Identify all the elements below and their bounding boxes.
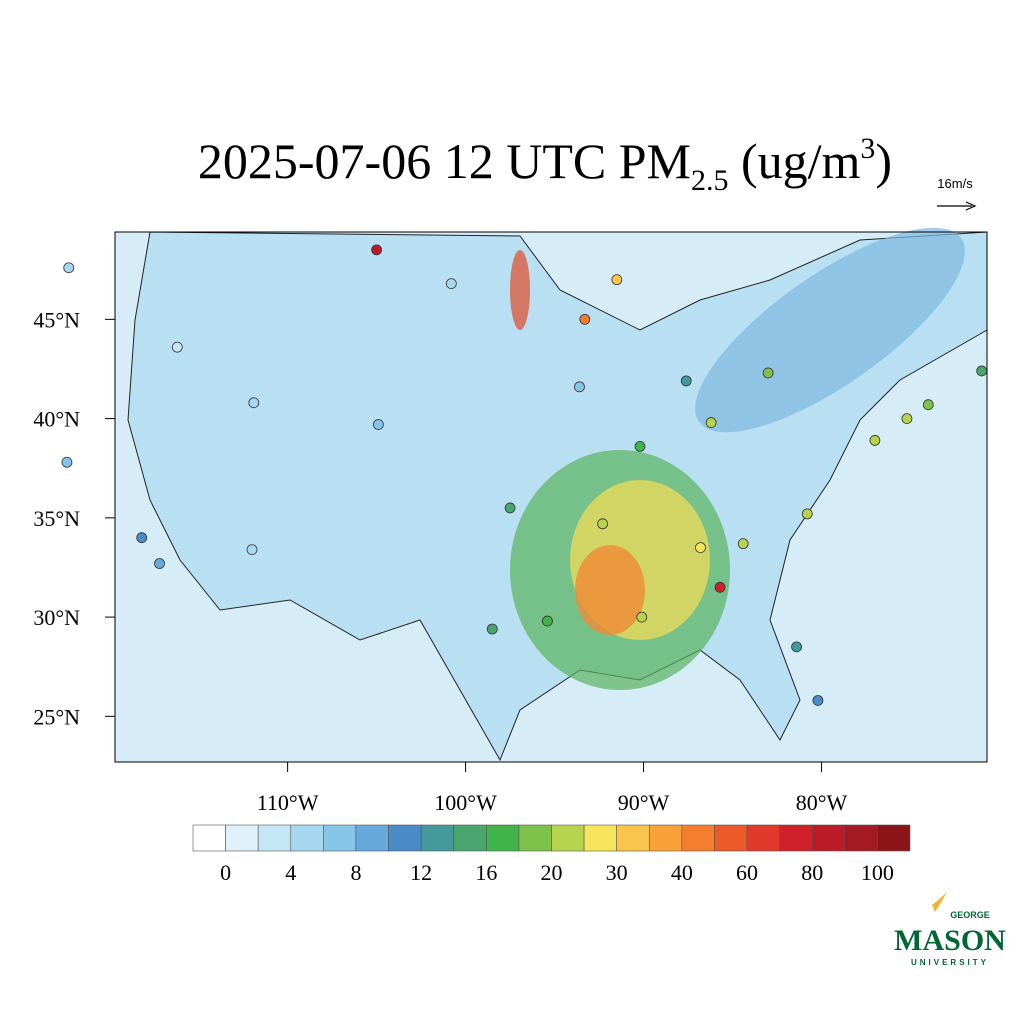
colorbar-box (290, 824, 324, 852)
colorbar-box (486, 824, 520, 852)
station (504, 502, 516, 514)
logo-top: GEORGE (950, 910, 990, 920)
title-text: 2025-07-06 12 UTC PM (198, 133, 691, 189)
station (801, 508, 813, 520)
colorbar-box (355, 824, 389, 852)
station (636, 611, 648, 623)
station (680, 375, 692, 387)
station (445, 278, 457, 290)
station (372, 419, 384, 430)
colorbar-box (844, 824, 878, 852)
colorbar-box (811, 824, 846, 852)
colorbar-label: 100 (861, 860, 894, 885)
colorbar-label: 0 (220, 860, 231, 885)
station (791, 641, 802, 653)
station (714, 581, 726, 593)
colorbar-box (746, 824, 780, 852)
colorbar: 0 4 8 12 16 20 30 40 60 80 100 (192, 824, 911, 885)
colorbar-label: 30 (606, 860, 628, 885)
logo-mark (932, 890, 948, 912)
station (705, 417, 717, 428)
colorbar-box (518, 824, 552, 852)
lon-tick-label: 110°W (257, 790, 319, 815)
colorbar-box (257, 824, 292, 852)
map-frame (114, 231, 988, 763)
station (634, 440, 646, 452)
station (976, 365, 988, 377)
title-subscript: 2.5 (691, 164, 729, 197)
colorbar-box (681, 824, 715, 852)
colorbar-box (420, 824, 455, 852)
colorbar-box (225, 824, 259, 852)
station (171, 341, 183, 353)
colorbar-box (583, 824, 617, 852)
station (869, 435, 881, 446)
colorbar-label: 40 (671, 860, 693, 885)
colorbar-label: 12 (410, 860, 432, 885)
station (579, 313, 591, 325)
wind-reference-label: 16m/s (937, 176, 973, 191)
logo-bottom: UNIVERSITY (911, 958, 989, 967)
station (246, 544, 258, 556)
station (574, 381, 585, 393)
colorbar-box (388, 824, 422, 852)
lat-tick-label: 45°N (33, 307, 80, 332)
station (136, 532, 148, 544)
colorbar-box (714, 824, 748, 852)
plume (695, 227, 965, 433)
lon-tick-label: 80°W (796, 790, 848, 815)
colorbar-label: 60 (736, 860, 758, 885)
colorbar-label: 80 (801, 860, 823, 885)
colorbar-box (616, 824, 650, 852)
plume (510, 250, 530, 330)
station (737, 538, 749, 550)
station (61, 456, 73, 468)
colorbar-label: 16 (475, 860, 497, 885)
station (486, 623, 498, 635)
colorbar-box (877, 824, 911, 852)
station (611, 274, 623, 286)
lon-tick-label: 90°W (618, 790, 670, 815)
station (597, 518, 609, 530)
colorbar-label: 4 (285, 860, 296, 885)
title: 2025-07-06 12 UTC PM2.5 (ug/m3) (198, 132, 892, 197)
lat-tick-label: 40°N (33, 407, 80, 432)
plume (575, 545, 645, 635)
lat-tick-label: 30°N (33, 605, 80, 630)
station (812, 695, 824, 706)
title-units: (ug/m (728, 133, 860, 189)
station (542, 615, 553, 627)
colorbar-box (551, 824, 585, 852)
colorbar-label: 20 (541, 860, 563, 885)
title-superscript: 3 (860, 132, 875, 165)
station (248, 397, 260, 409)
title-close: ) (875, 133, 892, 189)
colorbar-box (779, 824, 813, 852)
station (922, 399, 934, 411)
colorbar-box (648, 824, 683, 852)
map-panel (114, 227, 988, 763)
station (901, 413, 913, 424)
wind-reference-head (965, 201, 977, 211)
station (695, 542, 706, 554)
colorbar-label: 8 (350, 860, 361, 885)
station (154, 558, 165, 569)
colorbar-box (192, 824, 226, 852)
lon-tick-label: 100°W (434, 790, 497, 815)
logo: GEORGE MASON UNIVERSITY (894, 890, 1006, 967)
station (63, 262, 75, 274)
station (762, 367, 774, 379)
colorbar-box (453, 824, 487, 852)
lat-tick-label: 35°N (33, 506, 80, 531)
colorbar-box (323, 824, 357, 852)
station (371, 244, 383, 256)
logo-name: MASON (894, 924, 1006, 957)
lat-tick-label: 25°N (33, 704, 80, 729)
